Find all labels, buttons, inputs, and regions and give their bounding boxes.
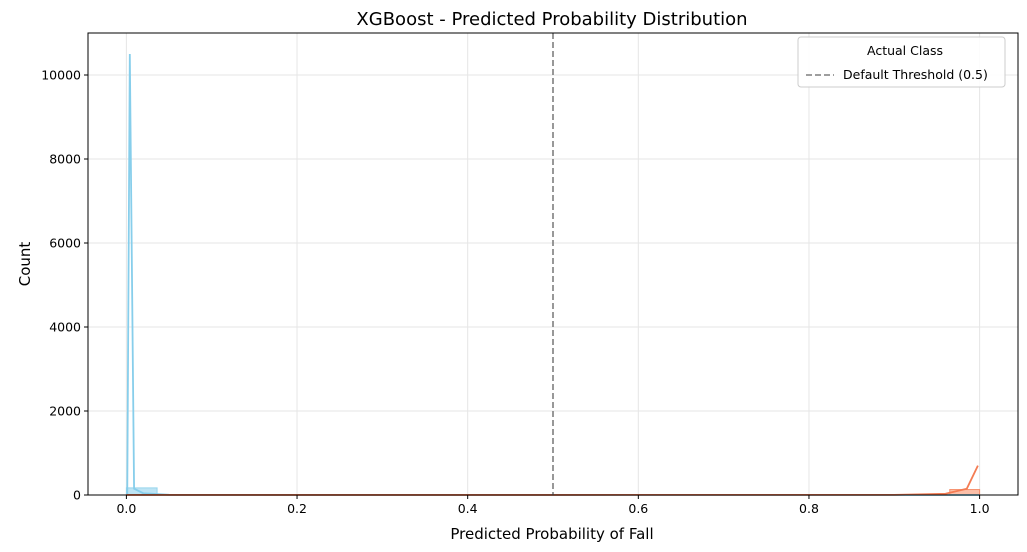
x-tick-label: 0.8 — [799, 501, 819, 516]
x-tick-label: 0.0 — [116, 501, 136, 516]
y-tick-label: 2000 — [49, 404, 81, 419]
x-tick-label: 1.0 — [970, 501, 990, 516]
plot-frame — [87, 32, 1019, 496]
y-axis-ticks: 0 2000 4000 6000 8000 10000 — [41, 68, 88, 503]
y-tick-label: 4000 — [49, 320, 81, 335]
x-axis-label: Predicted Probability of Fall — [450, 525, 653, 543]
kde-curve-series-1 — [126, 465, 979, 496]
kde-curve-series-0 — [126, 53, 980, 496]
chart-title: XGBoost - Predicted Probability Distribu… — [356, 9, 747, 30]
y-tick-label: 10000 — [41, 68, 81, 83]
y-tick-label: 0 — [73, 488, 81, 503]
x-tick-label: 0.4 — [458, 501, 478, 516]
legend-entry-label: Default Threshold (0.5) — [843, 67, 988, 82]
legend: Actual Class Default Threshold (0.5) — [797, 36, 1006, 88]
kde-curves — [126, 53, 980, 496]
x-axis-ticks: 0.0 0.2 0.4 0.6 0.8 1.0 — [116, 495, 990, 516]
y-tick-label: 8000 — [49, 152, 81, 167]
x-tick-label: 0.6 — [628, 501, 648, 516]
legend-box — [797, 36, 1006, 88]
legend-title: Actual Class — [867, 43, 943, 58]
y-axis-label: Count — [16, 242, 34, 287]
y-tick-label: 6000 — [49, 236, 81, 251]
x-tick-label: 0.2 — [287, 501, 307, 516]
